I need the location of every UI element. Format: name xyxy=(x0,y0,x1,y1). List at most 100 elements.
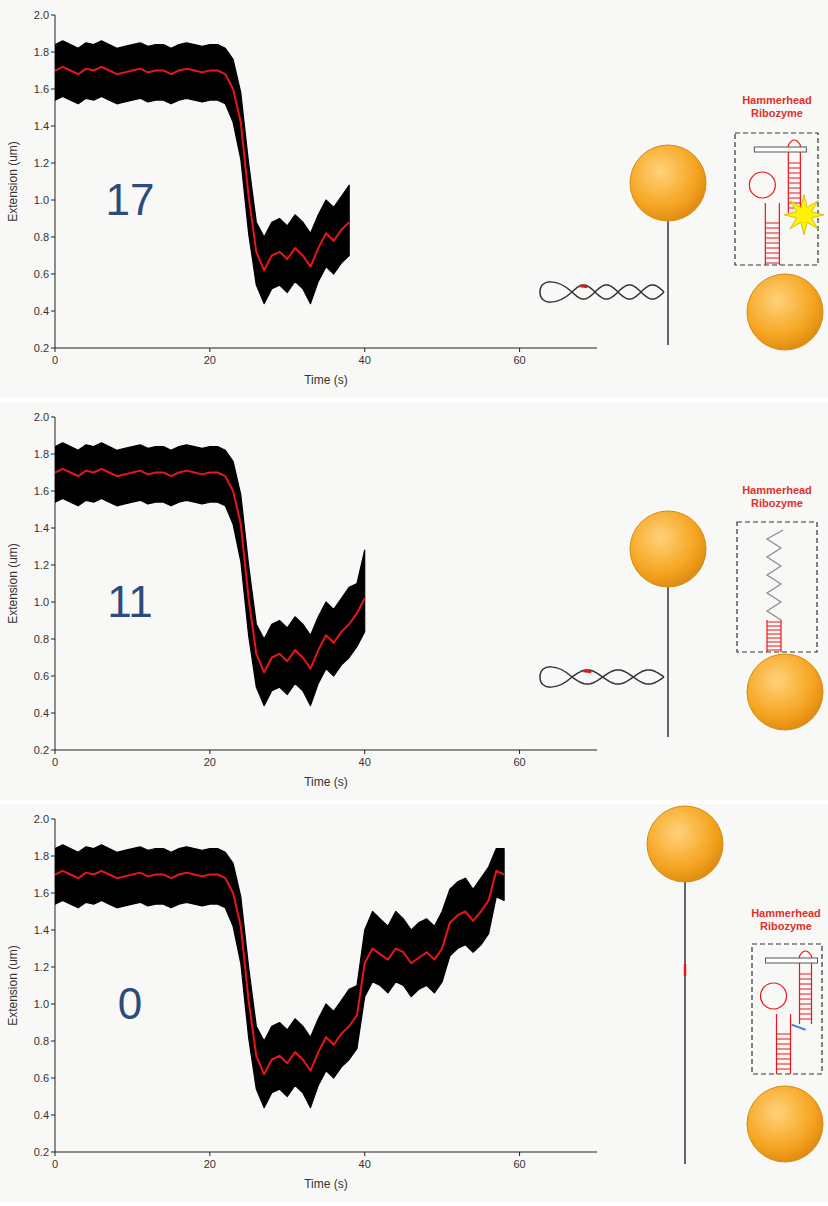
base-pair xyxy=(788,183,800,184)
y-tick-label: 2.0 xyxy=(34,9,49,21)
base-pair xyxy=(777,1069,791,1070)
annotation-number: 11 xyxy=(107,577,153,626)
x-tick-label: 40 xyxy=(359,354,371,366)
x-tick xyxy=(519,348,520,352)
smoothed-trace xyxy=(55,469,365,673)
ribozyme-stem xyxy=(780,620,781,652)
ribozyme-mark xyxy=(580,286,588,287)
bead xyxy=(747,274,823,350)
base-pair xyxy=(777,1059,791,1060)
inset-box xyxy=(752,944,822,1074)
base-pair xyxy=(767,638,781,639)
base-pair xyxy=(800,1019,812,1020)
x-tick xyxy=(55,750,56,754)
y-tick-label: 2.0 xyxy=(34,411,49,423)
y-tick xyxy=(51,1004,55,1005)
x-tick-label: 20 xyxy=(204,756,216,768)
base-pair xyxy=(777,1049,791,1050)
ribozyme-loop xyxy=(788,140,800,145)
y-tick-label: 0.4 xyxy=(34,707,49,719)
y-tick-label: 1.6 xyxy=(34,83,49,95)
base-pair xyxy=(767,622,781,623)
y-tick-label: 2.0 xyxy=(34,813,49,825)
bead xyxy=(747,654,823,730)
y-tick xyxy=(51,528,55,529)
base-pair xyxy=(800,994,812,995)
y-tick xyxy=(51,348,55,349)
base-pair xyxy=(765,253,779,254)
y-tick xyxy=(51,1078,55,1079)
y-tick-label: 0.8 xyxy=(34,1035,49,1047)
raw-trace-band xyxy=(55,845,504,1108)
y-tick xyxy=(51,1041,55,1042)
y-tick-label: 1.8 xyxy=(34,46,49,58)
y-tick-label: 1.8 xyxy=(34,850,49,862)
base-pair xyxy=(788,178,800,179)
diagram xyxy=(540,133,824,350)
y-tick-label: 1.4 xyxy=(34,522,49,534)
y-tick-label: 0.6 xyxy=(34,268,49,280)
ribozyme-strand xyxy=(767,530,783,620)
x-tick xyxy=(209,348,210,352)
substrate xyxy=(754,147,806,152)
base-pair xyxy=(800,984,812,985)
inset-label-line: Ribozyme xyxy=(751,497,803,509)
panel-background xyxy=(0,402,828,800)
y-tick-label: 1.4 xyxy=(34,120,49,132)
base-pair xyxy=(777,1034,791,1035)
y-tick xyxy=(51,565,55,566)
y-tick-label: 0.2 xyxy=(34,342,49,354)
dna-tether xyxy=(684,882,686,1164)
y-tick-label: 0.2 xyxy=(34,1146,49,1158)
y-tick xyxy=(51,200,55,201)
base-pair xyxy=(800,1009,812,1010)
base-pair xyxy=(788,188,800,189)
x-tick xyxy=(364,750,365,754)
y-tick-label: 1.2 xyxy=(34,961,49,973)
y-tick xyxy=(51,274,55,275)
ribozyme-mark xyxy=(583,671,591,672)
dna-loop xyxy=(540,282,572,302)
inset-label: HammerheadRibozyme xyxy=(742,94,812,119)
y-tick xyxy=(51,676,55,677)
diagram xyxy=(647,806,823,1164)
x-axis-title: Time (s) xyxy=(304,373,348,387)
panel: HammerheadRibozyme0.20.40.60.81.01.21.41… xyxy=(0,0,828,398)
base-pair xyxy=(800,979,812,980)
dna-loop xyxy=(540,667,572,687)
panel: HammerheadRibozyme0.20.40.60.81.01.21.41… xyxy=(0,402,828,800)
dna-tether xyxy=(667,221,669,345)
inset-label-line: Ribozyme xyxy=(760,920,812,932)
inset-label-line: Ribozyme xyxy=(751,107,803,119)
base-pair xyxy=(800,1004,812,1005)
cleaved-mark xyxy=(792,1025,806,1030)
x-tick xyxy=(519,750,520,754)
base-pair xyxy=(777,1039,791,1040)
x-tick xyxy=(364,348,365,352)
raw-trace-band xyxy=(55,443,365,706)
dna-strand xyxy=(572,285,664,299)
smoothed-trace xyxy=(55,871,504,1075)
y-axis-title: Extension (um) xyxy=(6,945,20,1026)
dna-strand xyxy=(572,670,664,684)
base-pair xyxy=(777,1064,791,1065)
y-tick xyxy=(51,126,55,127)
y-tick xyxy=(51,750,55,751)
x-tick-label: 60 xyxy=(513,354,525,366)
y-tick xyxy=(51,417,55,418)
diagram xyxy=(540,511,823,737)
y-tick-label: 1.4 xyxy=(34,924,49,936)
bead xyxy=(630,145,706,221)
y-tick xyxy=(51,713,55,714)
base-pair xyxy=(767,650,781,651)
x-tick-label: 60 xyxy=(513,756,525,768)
y-tick xyxy=(51,930,55,931)
y-tick xyxy=(51,967,55,968)
base-pair xyxy=(765,243,779,244)
inset-box xyxy=(737,522,817,652)
bead xyxy=(630,511,706,587)
y-tick xyxy=(51,639,55,640)
x-tick-label: 20 xyxy=(204,1158,216,1170)
ribozyme-loop xyxy=(749,172,775,198)
base-pair xyxy=(800,999,812,1000)
